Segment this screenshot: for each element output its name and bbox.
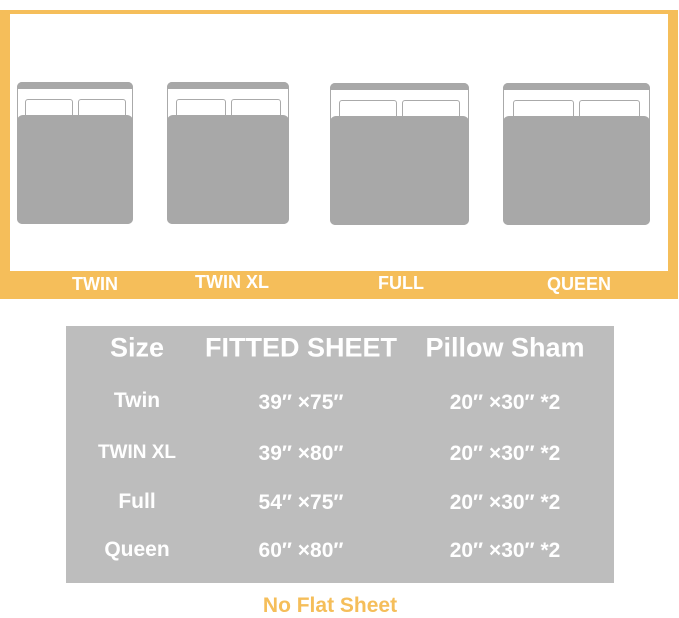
row-size: Full [118,490,156,513]
label-twin: TWIN [72,274,118,294]
label-full: FULL [378,273,424,293]
full-bed-illustration [330,83,469,225]
row-fitted: 54″ ×75″ [258,491,344,514]
twin-bed-illustration [17,82,133,224]
row-size: Queen [104,538,170,561]
row-fitted: 39″ ×75″ [258,391,344,414]
label-queen: QUEEN [546,274,611,294]
header-fitted-sheet: FITTED SHEET [204,332,398,363]
row-size: Twin [113,389,161,412]
row-fitted: 60″ ×80″ [258,539,344,562]
row-pillow: 20″ ×30″ *2 [449,539,561,562]
size-table: Size FITTED SHEET Pillow Sham Twin 39″ ×… [66,326,614,583]
row-fitted: 39″ ×80″ [258,442,344,465]
row-pillow: 20″ ×30″ *2 [449,391,561,414]
header-size: Size [109,332,165,363]
queen-bed-illustration [503,83,650,225]
twin-xl-bed-illustration [167,82,289,224]
row-pillow: 20″ ×30″ *2 [449,442,561,465]
header-pillow-sham: Pillow Sham [425,332,585,363]
row-pillow: 20″ ×30″ *2 [449,491,561,514]
no-flat-sheet-note: No Flat Sheet [262,594,398,617]
row-size: TWIN XL [97,442,177,463]
label-twin-xl: TWIN XL [195,272,269,292]
